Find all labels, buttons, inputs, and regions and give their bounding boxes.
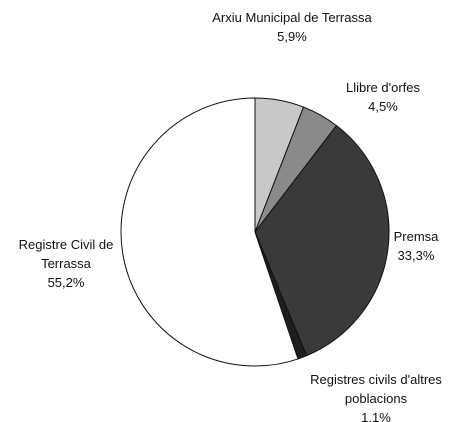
pie-slice bbox=[120, 97, 299, 367]
slice-label: Llibre d'orfes 4,5% bbox=[346, 78, 420, 116]
category-label: Arxiu Municipal de Terrassa bbox=[212, 10, 372, 25]
value-label: 55,2% bbox=[47, 275, 85, 290]
slice-label: Registre Civil de Terrassa 55,2% bbox=[1, 235, 131, 292]
category-label: Registre Civil de Terrassa bbox=[18, 237, 114, 271]
value-label: 33,3% bbox=[397, 248, 435, 263]
category-label: Llibre d'orfes bbox=[345, 80, 421, 95]
slice-label: Registres civils d'altres poblacions 1,1% bbox=[289, 370, 464, 422]
pie-slice bbox=[254, 124, 390, 357]
category-label: Premsa bbox=[393, 229, 439, 244]
slice-label: Arxiu Municipal de Terrassa 5,9% bbox=[212, 8, 372, 46]
value-label: 4,5% bbox=[368, 99, 398, 114]
value-label: 5,9% bbox=[277, 29, 307, 44]
slice-label: Premsa 33,3% bbox=[394, 227, 439, 265]
value-label: 1,1% bbox=[361, 410, 391, 422]
category-label: Registres civils d'altres poblacions bbox=[310, 372, 442, 406]
